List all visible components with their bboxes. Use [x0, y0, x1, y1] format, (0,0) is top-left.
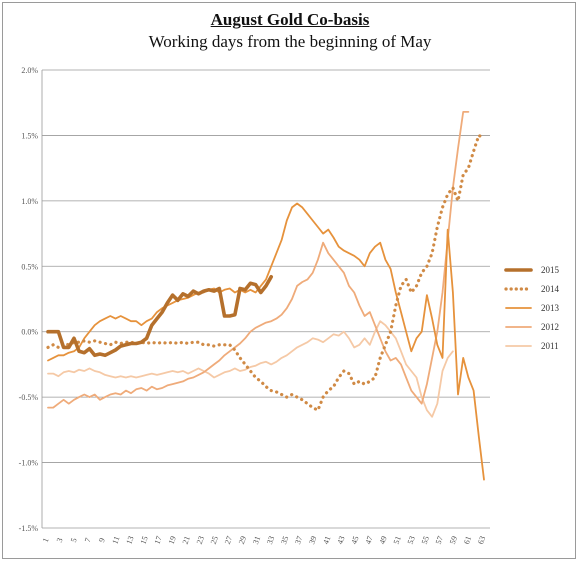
- x-tick-label: 33: [265, 535, 276, 546]
- x-tick-label: 1: [41, 537, 51, 544]
- x-tick-label: 31: [251, 535, 262, 546]
- x-axis-ticks: 1 3 5 7 9 11 13 15 17 19 21 23 25 27 29 31 33 35 37 39 41 43 4…: [41, 535, 488, 546]
- x-tick-label: 51: [392, 535, 403, 546]
- x-tick-label: 21: [181, 535, 192, 546]
- x-tick-label: 59: [448, 535, 459, 546]
- x-tick-label: 11: [110, 535, 121, 545]
- x-tick-label: 23: [195, 535, 206, 546]
- x-tick-label: 63: [476, 535, 487, 546]
- x-tick-label: 7: [83, 537, 93, 544]
- x-tick-label: 19: [167, 535, 178, 546]
- x-tick-label: 3: [55, 537, 65, 544]
- series-line-2013: [47, 202, 485, 481]
- x-tick-label: 27: [223, 535, 234, 546]
- x-tick-label: 41: [321, 535, 332, 546]
- x-tick-label: 53: [406, 535, 417, 546]
- x-tick-label: 55: [420, 535, 431, 546]
- y-tick-label: -1.0%: [19, 459, 39, 468]
- series-line-2014: [46, 133, 486, 412]
- x-tick-label: 9: [97, 537, 107, 544]
- x-tick-label: 47: [364, 535, 375, 546]
- series-lines: [46, 111, 486, 481]
- y-tick-label: -1.5%: [19, 524, 39, 533]
- x-tick-label: 25: [209, 535, 220, 546]
- x-tick-label: 49: [378, 535, 389, 546]
- y-tick-label: 0.0%: [21, 328, 38, 337]
- legend-label-2015: 2015: [541, 265, 560, 275]
- legend-label-2011: 2011: [541, 341, 559, 351]
- legend-label-2012: 2012: [541, 322, 559, 332]
- x-tick-label: 35: [279, 535, 290, 546]
- x-tick-label: 61: [462, 535, 473, 546]
- legend-label-2013: 2013: [541, 303, 560, 313]
- x-tick-label: 57: [434, 535, 445, 546]
- x-tick-label: 37: [293, 535, 304, 546]
- chart-title: August Gold Co-basis: [210, 10, 370, 29]
- legend: 2015 2014 2013 2012 2011: [504, 265, 560, 351]
- x-tick-label: 13: [124, 535, 135, 546]
- x-tick-label: 45: [349, 535, 360, 546]
- grid-lines: [41, 69, 490, 529]
- x-tick-label: 29: [237, 535, 248, 546]
- chart-subtitle: Working days from the beginning of May: [148, 32, 432, 51]
- y-tick-label: 2.0%: [21, 66, 38, 75]
- series-line-2015: [46, 274, 274, 358]
- x-tick-label: 15: [139, 535, 150, 546]
- x-tick-label: 5: [69, 537, 79, 544]
- x-tick-label: 39: [307, 535, 318, 546]
- series-line-2012: [47, 111, 470, 409]
- chart-frame: [2, 2, 576, 559]
- y-tick-label: -0.5%: [19, 393, 39, 402]
- y-tick-label: 1.0%: [21, 197, 38, 206]
- x-tick-label: 17: [153, 535, 164, 546]
- x-tick-label: 43: [335, 535, 346, 546]
- y-tick-label: 0.5%: [21, 262, 38, 271]
- y-tick-label: 1.5%: [21, 131, 38, 140]
- y-axis-ticks: 2.0% 1.5% 1.0% 0.5% 0.0% -0.5% -1.0% -1.5%: [19, 66, 39, 533]
- series-line-2011: [47, 320, 454, 418]
- legend-label-2014: 2014: [541, 284, 560, 294]
